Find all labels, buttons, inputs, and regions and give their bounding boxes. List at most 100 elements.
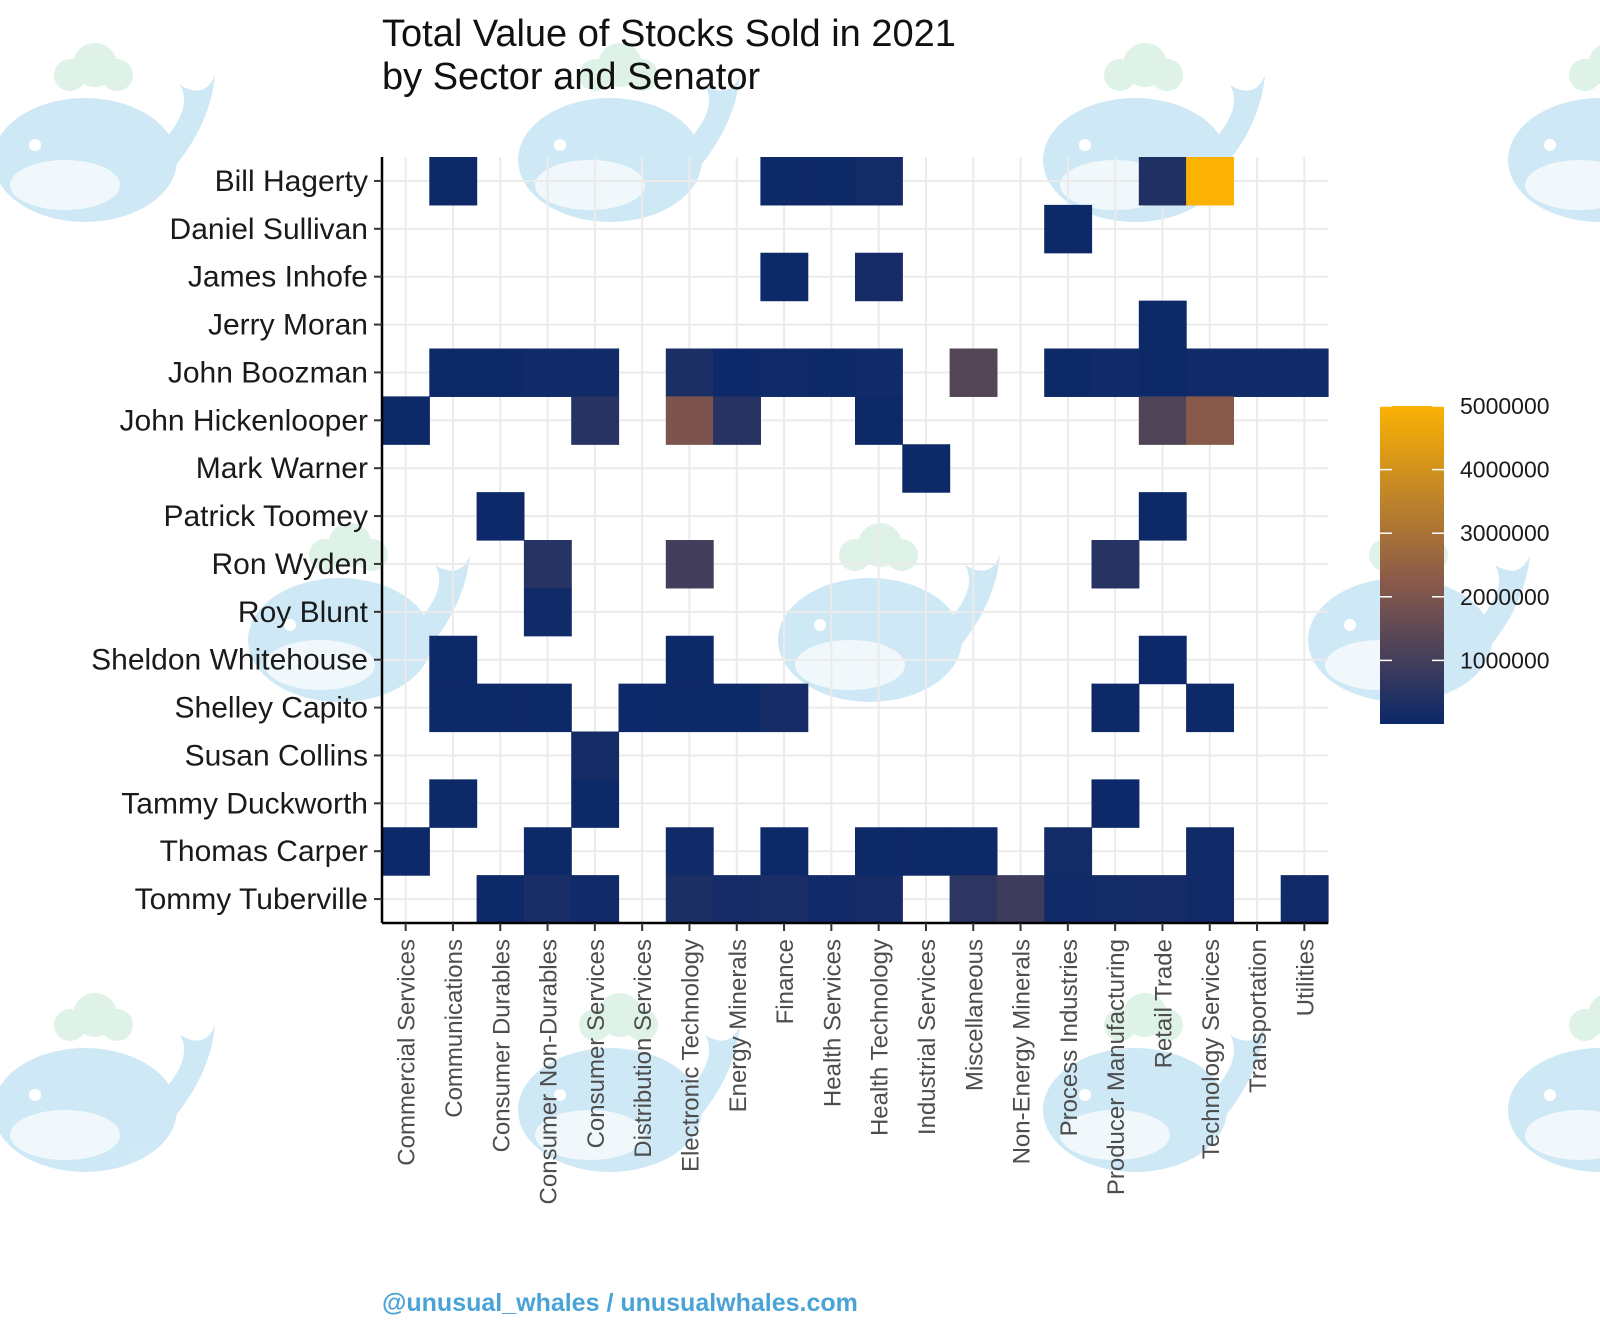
heatmap-cell bbox=[429, 157, 478, 206]
heatmap-cell bbox=[665, 875, 714, 924]
x-tick-label: Finance bbox=[772, 939, 799, 1024]
heatmap-cell bbox=[1091, 875, 1140, 924]
x-tick-label: Industrial Services bbox=[914, 939, 941, 1135]
heatmap-cell bbox=[1091, 683, 1140, 733]
heatmap-cell bbox=[1091, 540, 1140, 589]
heatmap-cell bbox=[476, 683, 525, 733]
x-tick-label: Non-Energy Minerals bbox=[1009, 939, 1036, 1164]
heatmap-cell bbox=[855, 252, 903, 302]
heatmap-cell bbox=[855, 348, 903, 397]
heatmap-cell bbox=[1044, 827, 1093, 876]
x-tick-label: Distribution Services bbox=[630, 939, 657, 1158]
heatmap-cell bbox=[429, 348, 478, 397]
heatmap-cell bbox=[476, 348, 525, 397]
x-tick-label: Communications bbox=[441, 939, 468, 1118]
legend-label: 2000000 bbox=[1460, 584, 1550, 610]
y-tick-label: Thomas Carper bbox=[160, 835, 368, 868]
y-tick-label: Shelley Capito bbox=[175, 692, 368, 725]
heatmap-cell bbox=[902, 827, 951, 876]
whale-icon bbox=[1508, 45, 1600, 222]
axes bbox=[380, 157, 1328, 925]
x-tick-label: Technology Services bbox=[1198, 939, 1225, 1159]
y-tick-label: Patrick Toomey bbox=[163, 500, 368, 533]
chart-title-line-1: Total Value of Stocks Sold in 2021 bbox=[382, 13, 956, 55]
legend-label: 3000000 bbox=[1460, 520, 1550, 546]
x-tick-label: Utilities bbox=[1292, 939, 1319, 1016]
heatmap-cell bbox=[1186, 396, 1234, 445]
heatmap-cell bbox=[855, 157, 903, 206]
y-tick-label: Sheldon Whitehouse bbox=[91, 644, 368, 677]
y-tick-label: James Inhofe bbox=[188, 261, 368, 294]
heatmap-cell bbox=[855, 396, 903, 445]
heatmap-cell bbox=[1044, 204, 1093, 254]
x-tick-label: Health Services bbox=[819, 939, 846, 1107]
legend-label: 1000000 bbox=[1460, 647, 1550, 673]
credit-text: @unusual_whales / unusualwhales.com bbox=[382, 1289, 858, 1317]
heatmap-cell bbox=[476, 875, 525, 924]
x-tick-label: Miscellaneous bbox=[961, 939, 988, 1091]
heatmap-cell bbox=[902, 444, 951, 493]
heatmap-cell bbox=[1091, 348, 1140, 397]
heatmap-cell bbox=[713, 875, 761, 924]
heatmap-cell bbox=[949, 827, 998, 876]
heatmap-cell bbox=[571, 875, 620, 924]
heatmap-cell bbox=[429, 683, 478, 733]
heatmap-cell bbox=[665, 348, 714, 397]
y-tick-label: Jerry Moran bbox=[208, 309, 368, 342]
whale-icon bbox=[0, 993, 215, 1172]
heatmap-cell bbox=[1280, 348, 1329, 397]
x-tick-label: Consumer Non-Durables bbox=[536, 939, 563, 1204]
heatmap-cell bbox=[571, 396, 620, 445]
whale-icon bbox=[0, 43, 215, 222]
x-tick-label: Process Industries bbox=[1056, 939, 1083, 1136]
heatmap-cell bbox=[713, 396, 761, 445]
heatmap-cell bbox=[571, 779, 620, 828]
legend-colorbar bbox=[1380, 406, 1444, 724]
heatmap-cell bbox=[855, 827, 903, 876]
heatmap-cell bbox=[1044, 875, 1093, 924]
heatmap-cell bbox=[1138, 348, 1187, 397]
heatmap-cell bbox=[949, 875, 998, 924]
y-tick-label: Bill Hagerty bbox=[215, 165, 368, 198]
heatmap-cell bbox=[429, 779, 478, 828]
heatmap-cell bbox=[665, 683, 714, 733]
whale-icon bbox=[1508, 995, 1600, 1172]
heatmap-cell bbox=[429, 635, 478, 685]
heatmap-cell bbox=[1138, 635, 1187, 685]
legend-label: 5000000 bbox=[1460, 393, 1550, 419]
heatmap-cell bbox=[665, 635, 714, 685]
legend-label: 4000000 bbox=[1460, 457, 1550, 483]
heatmap-cell bbox=[523, 540, 572, 589]
heatmap-cell bbox=[1186, 683, 1234, 733]
heatmap-cell bbox=[760, 252, 809, 302]
heatmap-cell bbox=[523, 587, 572, 637]
heatmap-cell bbox=[760, 683, 809, 733]
watermark-layer bbox=[0, 43, 1600, 1172]
color-legend: 1000000 2000000 3000000 4000000 5000000 bbox=[1380, 393, 1550, 724]
heatmap-cells bbox=[382, 157, 1329, 924]
heatmap-cell bbox=[949, 348, 998, 397]
heatmap-cell bbox=[855, 875, 903, 924]
heatmap-cell bbox=[1186, 157, 1234, 206]
y-tick-label: John Boozman bbox=[168, 356, 368, 389]
x-tick-label: Commercial Services bbox=[394, 939, 421, 1166]
y-tick-label: Susan Collins bbox=[185, 739, 368, 772]
x-axis-labels: Commercial Services Communications Consume… bbox=[394, 923, 1319, 1204]
heatmap-cell bbox=[760, 827, 809, 876]
heatmap-cell bbox=[1091, 779, 1140, 828]
heatmap-cell bbox=[760, 348, 809, 397]
x-tick-label: Energy Minerals bbox=[725, 939, 752, 1112]
heatmap-cell bbox=[476, 492, 525, 541]
heatmap-cell bbox=[1138, 396, 1187, 445]
heatmap-cell bbox=[1280, 875, 1329, 924]
y-tick-label: Mark Warner bbox=[196, 452, 368, 485]
y-tick-label: Tommy Tuberville bbox=[135, 883, 368, 916]
heatmap-cell bbox=[382, 827, 430, 876]
heatmap-cell bbox=[807, 348, 856, 397]
heatmap-cell bbox=[523, 348, 572, 397]
whale-icon bbox=[518, 43, 740, 222]
heatmap-cell bbox=[1138, 157, 1187, 206]
heatmap-cell bbox=[1233, 348, 1282, 397]
heatmap-cell bbox=[1138, 492, 1187, 541]
